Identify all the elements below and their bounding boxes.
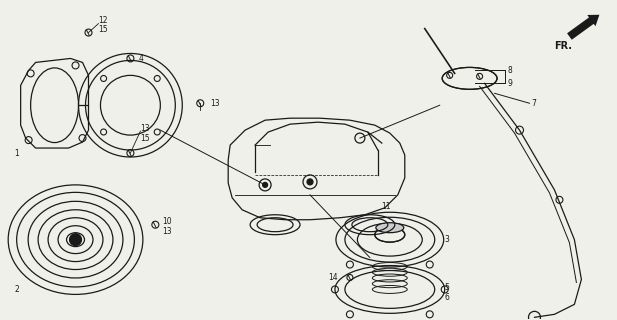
Circle shape <box>263 182 268 188</box>
Text: 5: 5 <box>445 283 450 292</box>
Ellipse shape <box>31 68 78 143</box>
Text: 9: 9 <box>508 79 513 88</box>
Polygon shape <box>20 59 88 148</box>
FancyArrow shape <box>567 15 600 40</box>
Polygon shape <box>228 118 405 220</box>
Text: 2: 2 <box>15 285 19 294</box>
Text: 4: 4 <box>138 54 143 63</box>
Text: 13: 13 <box>162 227 172 236</box>
Ellipse shape <box>375 227 405 242</box>
Ellipse shape <box>376 223 404 233</box>
Text: FR.: FR. <box>555 42 573 52</box>
Text: 3: 3 <box>445 235 450 244</box>
Text: 13: 13 <box>210 99 220 108</box>
Circle shape <box>307 179 313 185</box>
Text: 6: 6 <box>445 293 450 302</box>
Text: 15: 15 <box>99 25 108 34</box>
Text: 1: 1 <box>15 148 19 157</box>
Text: 11: 11 <box>381 202 391 211</box>
Text: 13: 13 <box>141 124 150 132</box>
Text: 10: 10 <box>162 217 172 226</box>
Text: 7: 7 <box>531 99 536 108</box>
Ellipse shape <box>442 68 497 89</box>
Text: 15: 15 <box>141 133 150 143</box>
Text: 8: 8 <box>508 66 512 75</box>
Text: 12: 12 <box>99 16 108 25</box>
Text: 14: 14 <box>328 273 338 282</box>
Circle shape <box>70 234 81 246</box>
